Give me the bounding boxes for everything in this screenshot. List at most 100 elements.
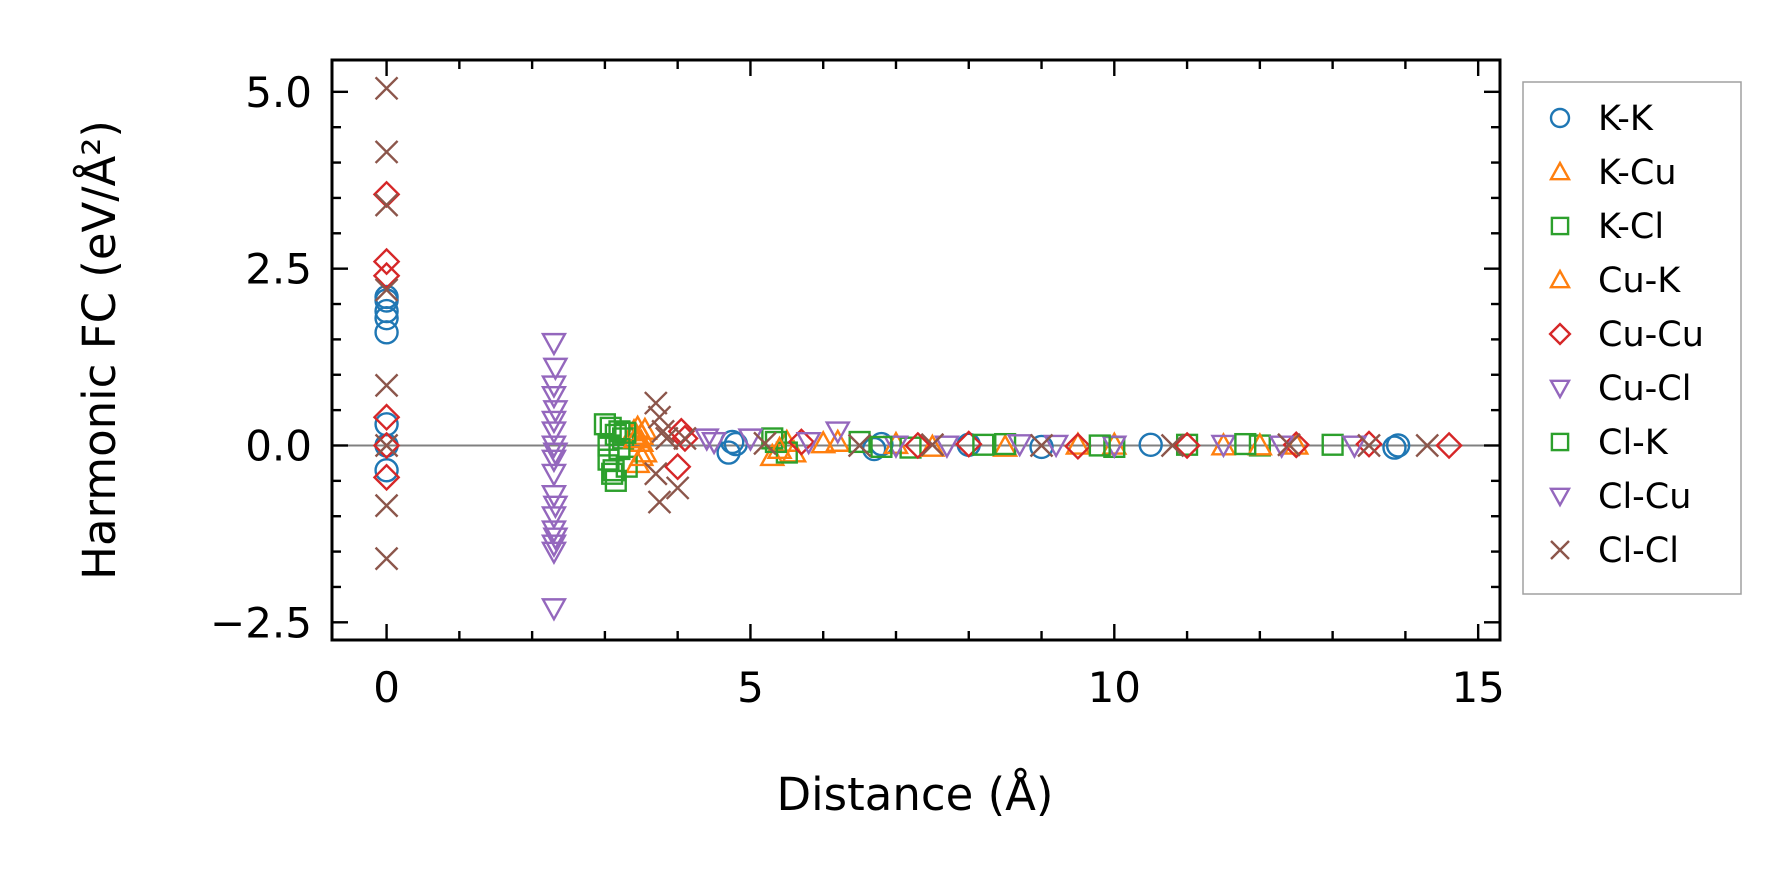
data-point (1029, 433, 1054, 458)
data-point (663, 452, 692, 481)
legend-label: Cu-Cl (1598, 369, 1691, 409)
data-point (671, 424, 699, 453)
data-point (654, 426, 679, 451)
y-tick-label: 2.5 (245, 245, 312, 294)
series-cl-cl (374, 76, 1440, 571)
data-point (1138, 432, 1163, 457)
legend-entry-cu-cl: Cu-Cl (1548, 369, 1691, 409)
series-cu-cl (540, 332, 1368, 622)
data-point (643, 391, 668, 415)
data-point (1321, 433, 1344, 456)
data-point (542, 527, 569, 551)
y-axis-title: Harmonic FC (eV/Å²) (73, 120, 126, 580)
data-point (1435, 431, 1463, 460)
data-point (374, 320, 399, 345)
data-point (1415, 433, 1440, 458)
data-point (1064, 431, 1091, 455)
data-point (716, 440, 741, 465)
data-point (542, 495, 569, 520)
data-point (1357, 433, 1381, 458)
legend-entry-cl-k: Cl-K (1550, 423, 1669, 463)
data-point (599, 416, 622, 439)
axes: 0 5 10 15 −2.5 0.0 2.5 5.0 (210, 58, 1505, 712)
data-point (665, 476, 690, 500)
data-point (994, 432, 1017, 456)
legend-label: K-Cl (1598, 207, 1664, 247)
data-point (372, 403, 401, 431)
data-point (1210, 434, 1237, 459)
legend-marker (1548, 268, 1572, 289)
data-point (540, 435, 567, 459)
data-point (847, 433, 872, 458)
legend-label: Cu-K (1598, 261, 1681, 301)
data-point (608, 437, 631, 461)
data-point (1355, 430, 1383, 458)
data-point (374, 193, 399, 217)
data-point (622, 424, 649, 449)
data-point (1173, 431, 1201, 460)
data-point (795, 431, 822, 456)
data-point (540, 449, 567, 474)
data-point (1385, 433, 1411, 458)
x-tick-label: 15 (1451, 663, 1504, 712)
data-point (737, 428, 764, 452)
data-point (761, 427, 784, 450)
data-point (701, 431, 728, 456)
legend-entry-k-k: K-K (1549, 99, 1654, 139)
data-point (824, 428, 851, 452)
data-point (540, 463, 567, 488)
legend-label: Cu-Cu (1598, 315, 1704, 355)
data-point (643, 461, 668, 486)
data-point (374, 493, 399, 518)
data-point (673, 426, 697, 451)
series-cl-cu (542, 357, 1295, 551)
legend-entry-k-cu: K-Cu (1548, 153, 1677, 193)
data-point (954, 430, 983, 458)
data-point (615, 455, 638, 478)
x-tick-label: 10 (1088, 663, 1141, 712)
data-point (374, 278, 399, 302)
data-point (374, 412, 399, 437)
legend-label: K-K (1598, 99, 1654, 139)
data-point (602, 459, 625, 482)
data-point (540, 520, 567, 544)
legend-marker (1548, 322, 1572, 346)
data-point (540, 541, 567, 566)
legend-label: Cl-Cl (1598, 531, 1679, 571)
series-k-cl (593, 413, 1344, 492)
data-point (1382, 435, 1407, 460)
y-tick-label: −2.5 (210, 598, 312, 647)
legend-marker (1549, 107, 1571, 129)
data-point (614, 421, 637, 444)
data-point (972, 433, 995, 456)
data-point (540, 332, 567, 357)
data-point (1043, 434, 1070, 459)
x-axis-title: Distance (Å) (777, 768, 1054, 821)
plot-frame (330, 58, 1502, 642)
x-tick-label: 5 (737, 663, 764, 712)
data-point (920, 432, 945, 457)
data-point (1064, 432, 1092, 460)
legend-entry-k-cl: K-Cl (1550, 207, 1664, 247)
data-point (647, 490, 672, 514)
data-point (1246, 432, 1273, 456)
legend: K-K K-Cu K-Cl Cu-K Cu-Cu Cu-Cl Cl-K Cl-Cu Cl-Cl (1522, 81, 1742, 595)
legend-marker (1550, 432, 1570, 452)
legend-label: Cl-K (1598, 423, 1669, 463)
data-point (651, 419, 675, 444)
data-point (374, 76, 399, 101)
legend-entry-cu-cu: Cu-Cu (1548, 315, 1704, 355)
data-point (919, 433, 946, 457)
data-point (542, 357, 569, 382)
data-point (1234, 432, 1257, 456)
legend-marker (1548, 160, 1572, 181)
data-point (992, 433, 1019, 457)
data-point (374, 546, 399, 571)
data-point (374, 373, 399, 398)
data-point (540, 421, 567, 445)
data-point (628, 442, 655, 467)
data-point (374, 284, 399, 310)
x-tick-label: 0 (373, 663, 400, 712)
data-point (374, 140, 399, 164)
